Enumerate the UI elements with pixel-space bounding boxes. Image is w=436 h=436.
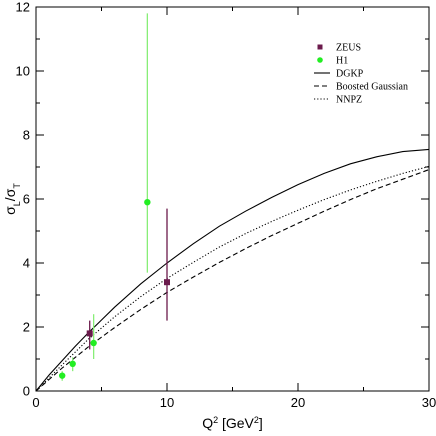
y-axis-title: σL/σT [2, 183, 22, 215]
y-tick-label: 6 [23, 192, 30, 207]
axes: 0 10 20 30 0 2 4 6 8 10 12 [16, 0, 436, 410]
zeus-point [86, 330, 93, 337]
legend-boosted-gaussian-label: Boosted Gaussian [336, 82, 408, 93]
x-tick-label: 20 [291, 395, 305, 410]
legend-dgkp-label: DGKP [336, 69, 364, 80]
plot-frame [35, 6, 430, 392]
x-axis-title: Q2 [GeV2] [202, 415, 263, 431]
x-tick-label: 10 [160, 395, 174, 410]
y-tick-label: 12 [16, 0, 30, 15]
nnpz-line [35, 165, 430, 392]
h1-point [59, 372, 66, 379]
x-tick-label: 0 [32, 395, 39, 410]
y-tick-label: 10 [16, 64, 30, 79]
data-points [59, 199, 170, 379]
legend-zeus-label: ZEUS [336, 43, 361, 54]
error-bars [61, 13, 168, 381]
legend-zeus-swatch [317, 44, 323, 50]
plot-lines [35, 148, 430, 392]
y-tick-label: 8 [23, 128, 30, 143]
x-tick-label: 30 [422, 395, 436, 410]
legend: ZEUS H1 DGKP Boosted Gaussian NNPZ [314, 43, 408, 106]
zeus-point [164, 279, 170, 286]
y-tick-label: 0 [23, 384, 30, 399]
h1-point [90, 339, 97, 347]
y-tick-label: 4 [23, 256, 30, 271]
h1-point [69, 360, 76, 367]
legend-nnpz-label: NNPZ [336, 95, 362, 106]
legend-h1-swatch [317, 57, 323, 63]
boosted-gaussian-line [35, 169, 430, 392]
y-tick-label: 2 [23, 320, 30, 335]
h1-point [144, 199, 151, 206]
dgkp-line [35, 148, 430, 392]
legend-h1-label: H1 [336, 56, 348, 67]
